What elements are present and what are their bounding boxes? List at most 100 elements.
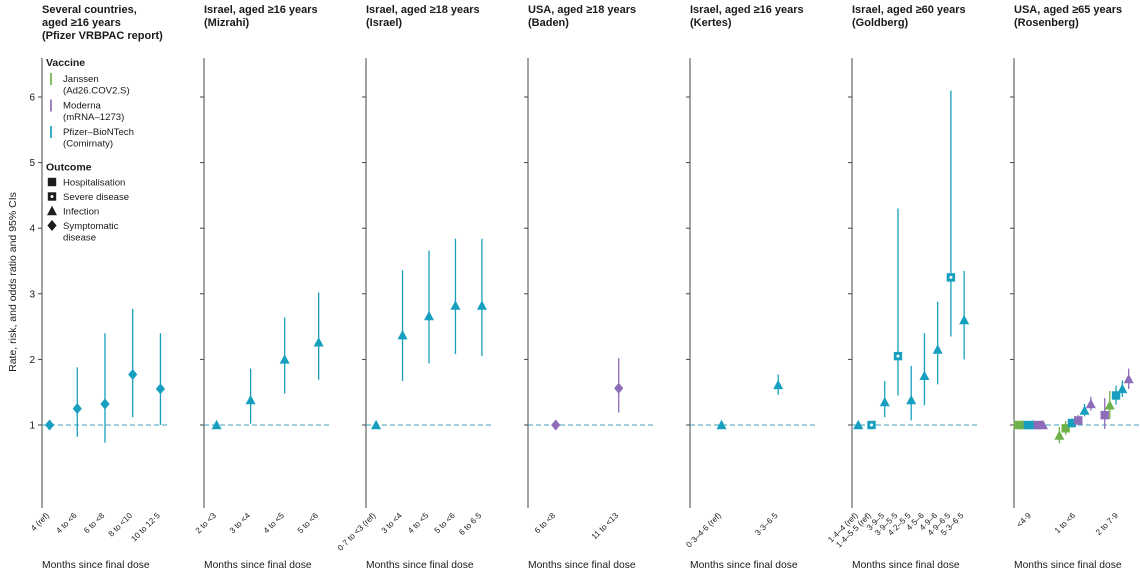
- x-tick-label: 4 to <6: [54, 511, 79, 536]
- x-tick-label: 5 to <6: [433, 511, 458, 536]
- x-axis-caption: Months since final dose: [204, 560, 312, 571]
- x-tick-label: 6 to <8: [533, 511, 558, 536]
- panel-title-line: (Goldberg): [852, 17, 909, 29]
- x-tick-label: 1 to <6: [1053, 511, 1078, 536]
- marker-hospitalisation: [1100, 410, 1109, 420]
- marker-symptomatic-disease: [155, 383, 166, 395]
- x-tick-label: 4 to <5: [406, 511, 431, 536]
- panel-title-line: USA, aged ≥65 years: [1014, 4, 1122, 16]
- panel-title-line: (Mizrahi): [204, 17, 250, 29]
- marker-infection: [1037, 419, 1048, 430]
- marker-infection: [313, 337, 324, 347]
- panel-2: Israel, aged ≥16 years(Mizrahi) 2 to <3 3 …: [194, 4, 330, 571]
- marker-infection: [476, 300, 487, 310]
- legend-label: (mRNA–1273): [63, 112, 124, 123]
- marker-infection: [1079, 405, 1090, 415]
- legend-label: Severe disease: [63, 192, 129, 203]
- x-tick-label: 3 to <4: [380, 511, 405, 536]
- data-point: [1085, 396, 1096, 411]
- marker-infection: [932, 344, 943, 354]
- data-point: [932, 301, 943, 385]
- data-point: [906, 365, 917, 421]
- marker-infection: [450, 300, 461, 310]
- legend-marker-diamond: [47, 220, 57, 231]
- marker-infection: [1054, 430, 1065, 440]
- data-point: [397, 270, 408, 382]
- data-point: [211, 419, 222, 430]
- marker-infection: [245, 394, 256, 405]
- legend: Vaccine Janssen(Ad26.COV2.S) Moderna(mRNA–…: [46, 57, 134, 244]
- legend-vaccine-title: Vaccine: [46, 57, 85, 69]
- data-point: [155, 333, 166, 425]
- marker-hospitalisation: [1074, 416, 1083, 425]
- panel-title-line: Israel, aged ≥16 years: [690, 4, 804, 16]
- data-point: [245, 368, 256, 424]
- data-point: [128, 308, 138, 418]
- data-point: [1013, 420, 1022, 430]
- panel-3: Israel, aged ≥18 years(Israel) 0·7 to <3 …: [336, 4, 492, 571]
- marker-infection: [1117, 383, 1128, 394]
- x-axis-caption: Months since final dose: [852, 560, 960, 571]
- data-point: [919, 333, 930, 406]
- panel-title-line: Israel, aged ≥16 years: [204, 4, 318, 16]
- marker-infection: [1123, 373, 1134, 384]
- data-point: [371, 419, 382, 430]
- marker-infection: [1085, 398, 1096, 409]
- data-point: [1061, 421, 1070, 435]
- legend-marker-triangle: [47, 205, 57, 216]
- data-point: [867, 420, 876, 430]
- marker-symptomatic-disease: [551, 419, 561, 431]
- panel-6: Israel, aged ≥60 years(Goldberg)1·4–4 (r…: [826, 4, 978, 571]
- data-point: [959, 270, 970, 360]
- data-point: [1111, 385, 1121, 405]
- legend-label: Pfizer–BioNTech: [63, 127, 134, 138]
- legend-marker-square: [47, 177, 57, 187]
- data-point: [614, 358, 624, 413]
- x-tick-label: 3·3–6·5: [753, 511, 780, 538]
- legend-label: Infection: [63, 207, 99, 218]
- data-point: [1100, 398, 1109, 429]
- panel-title-line: aged ≥16 years: [42, 17, 121, 29]
- x-tick-label: 3 to <4: [228, 511, 253, 536]
- x-axis-caption: Months since final dose: [366, 560, 474, 571]
- marker-severe-disease-dot: [870, 423, 874, 427]
- data-point: [1037, 419, 1048, 430]
- marker-hospitalisation: [1067, 418, 1077, 428]
- legend-label: disease: [63, 233, 96, 244]
- x-axis-caption: Months since final dose: [528, 560, 636, 571]
- x-tick-label: 6 to 6·5: [457, 511, 483, 537]
- panel-title-line: Israel, aged ≥18 years: [366, 4, 480, 16]
- marker-hospitalisation: [1061, 424, 1070, 433]
- marker-infection: [397, 329, 408, 340]
- y-tick-label: 3: [29, 289, 35, 300]
- marker-infection: [279, 354, 290, 364]
- data-point: [1054, 426, 1065, 444]
- data-point: [476, 238, 487, 357]
- panel-title-line: (Baden): [528, 17, 569, 29]
- marker-symptomatic-disease: [614, 382, 624, 394]
- marker-infection: [959, 314, 970, 325]
- x-tick-label: 0·7 to <3 (ref): [336, 511, 378, 553]
- marker-severe-disease-dot: [896, 354, 900, 358]
- data-point: [1123, 368, 1134, 389]
- x-axis-caption: Months since final dose: [690, 560, 798, 571]
- marker-symptomatic-disease: [100, 398, 110, 410]
- data-point: [1079, 404, 1090, 417]
- marker-symptomatic-disease: [128, 368, 138, 380]
- x-tick-label: 10 to 12·5: [129, 511, 162, 544]
- marker-infection: [773, 379, 784, 390]
- marker-infection: [919, 370, 930, 380]
- marker-infection: [1104, 400, 1115, 410]
- marker-infection: [424, 310, 434, 321]
- data-point: [879, 381, 890, 418]
- panel-title-line: (Kertes): [690, 17, 732, 29]
- y-tick-label: 2: [29, 355, 35, 366]
- legend-label: Hospitalisation: [63, 178, 125, 189]
- marker-infection: [879, 396, 890, 407]
- data-point: [946, 90, 956, 337]
- legend-marker-square-dot-dot: [50, 195, 54, 198]
- x-tick-label: <4·9: [1015, 511, 1033, 529]
- data-point: [1104, 390, 1115, 420]
- legend-label: (Comirnaty): [63, 139, 113, 150]
